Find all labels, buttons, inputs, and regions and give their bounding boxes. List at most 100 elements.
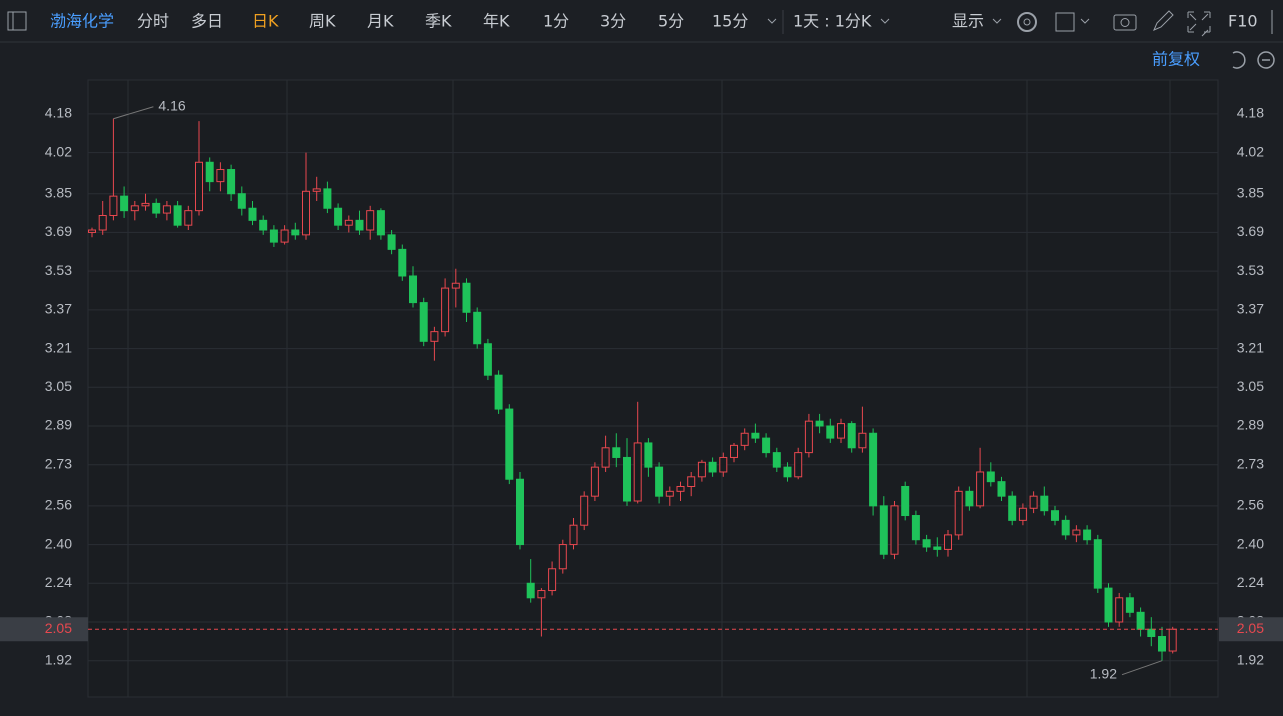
plot-area — [87, 79, 1219, 698]
adjust-mode[interactable]: 前复权 — [1152, 50, 1200, 69]
candle-body — [569, 524, 578, 546]
candle-body — [655, 466, 664, 497]
candle-body — [1104, 587, 1113, 623]
y2-tick-label: 2.24 — [1237, 574, 1264, 590]
y2-tick-label: 2.89 — [1237, 417, 1264, 433]
y-tick-label: 3.21 — [45, 339, 72, 355]
fullscreen-icon[interactable] — [1187, 11, 1211, 37]
candle-body — [483, 343, 492, 376]
tab[interactable]: 多日 — [191, 12, 223, 31]
camera-lens — [1120, 18, 1130, 27]
last-price-label: 2.05 — [1237, 620, 1264, 636]
tab[interactable]: 分时 — [137, 12, 169, 31]
candle-body — [537, 590, 546, 599]
dropdown-arrow[interactable] — [767, 18, 777, 24]
candle-body — [88, 229, 96, 233]
settings-icon-center — [1023, 18, 1031, 26]
candle-body — [783, 466, 792, 478]
reset-icon[interactable] — [1232, 51, 1246, 69]
sidebar-icon[interactable] — [7, 11, 27, 31]
candle-body — [794, 452, 803, 478]
y-tick-label: 4.18 — [45, 105, 72, 121]
range-selector[interactable]: 1天 : 1分K — [793, 12, 872, 31]
y2-tick-label: 2.73 — [1237, 455, 1264, 471]
y2-tick-label: 3.05 — [1237, 378, 1264, 394]
candle-body — [237, 193, 246, 209]
candle-body — [976, 471, 985, 507]
candle-body — [227, 169, 236, 195]
tab[interactable]: 日K — [252, 12, 279, 31]
candle-body — [366, 210, 375, 231]
tab[interactable]: 1分 — [543, 12, 569, 31]
candle-body — [933, 546, 942, 550]
candle-body — [1158, 636, 1166, 652]
candle-body — [858, 432, 867, 449]
candle-body — [1072, 529, 1081, 536]
candle-body — [162, 205, 171, 214]
candle-body — [548, 568, 557, 592]
candle-body — [473, 311, 482, 345]
candle-body — [687, 476, 696, 487]
candle-body — [1018, 507, 1027, 521]
candle-body — [1147, 628, 1156, 638]
tab[interactable]: 月K — [367, 12, 394, 31]
candle-body — [312, 188, 321, 192]
tabs: 分时 多日 日K 周K 月K 季K 年K 1分 3分 5分 15分 — [137, 12, 748, 31]
checkbox[interactable] — [1055, 12, 1075, 32]
min-leader — [1121, 660, 1163, 676]
candle-body — [890, 505, 899, 555]
draw-icon[interactable] — [1153, 10, 1174, 31]
candle-body — [398, 248, 407, 277]
candle-body — [205, 161, 214, 183]
settings-icon[interactable] — [1017, 12, 1037, 32]
y2-tick-label: 2.40 — [1237, 535, 1264, 551]
candle-body — [419, 302, 428, 342]
dropdown-arrow[interactable] — [992, 18, 1002, 24]
candle-body — [334, 207, 343, 226]
candle-body — [837, 423, 845, 439]
candle-body — [376, 210, 385, 236]
candle-body — [697, 461, 706, 478]
candle-body — [719, 456, 728, 473]
last-price-box — [1219, 617, 1283, 642]
candle-body — [676, 485, 685, 492]
tab[interactable]: 年K — [483, 12, 510, 31]
candle-body — [1168, 628, 1177, 652]
candle-body — [922, 539, 931, 548]
candle-body — [216, 169, 225, 183]
candle-body — [430, 331, 439, 342]
tab[interactable]: 季K — [425, 12, 452, 31]
candle-body — [526, 582, 535, 599]
candle-body — [1029, 495, 1038, 509]
candle-body — [804, 420, 813, 454]
candle-body — [1083, 529, 1092, 541]
display-menu[interactable]: 显示 — [952, 12, 984, 31]
tab[interactable]: 周K — [309, 12, 336, 31]
candle-body — [120, 195, 129, 212]
candle-body — [708, 461, 717, 473]
y2-tick-label: 4.02 — [1237, 143, 1264, 159]
candle-body — [612, 447, 621, 458]
candle-body — [1040, 495, 1049, 512]
candle-body — [879, 505, 888, 555]
stock-name[interactable]: 渤海化学 — [50, 12, 114, 31]
y2-tick-label: 2.56 — [1237, 497, 1264, 513]
dropdown-arrow[interactable] — [880, 18, 890, 24]
tab[interactable]: 15分 — [712, 12, 748, 31]
candle-body — [1115, 597, 1124, 623]
f10-button[interactable]: F10 — [1228, 12, 1258, 31]
tab[interactable]: 3分 — [600, 12, 626, 31]
y-tick-label: 2.24 — [45, 574, 72, 590]
candle-body — [130, 205, 139, 212]
candle-body — [601, 447, 610, 468]
dropdown-arrow[interactable] — [1080, 18, 1090, 24]
zoom-out-icon[interactable] — [1257, 51, 1275, 69]
y-tick-label: 2.40 — [45, 535, 72, 551]
camera-icon[interactable] — [1113, 14, 1137, 31]
candle-body — [558, 544, 567, 570]
y-tick-label: 4.02 — [45, 143, 72, 159]
tab[interactable]: 5分 — [658, 12, 684, 31]
min-label: 1.92 — [1090, 665, 1117, 681]
